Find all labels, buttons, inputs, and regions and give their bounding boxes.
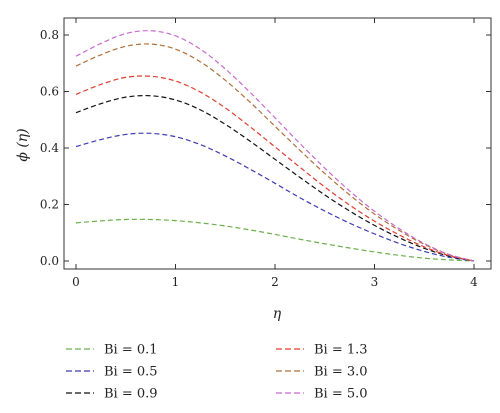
series-lines (75, 30, 475, 262)
x-tick-label: 3 (371, 275, 379, 289)
series-line-2 (75, 132, 475, 262)
series-line-6 (75, 30, 475, 262)
series-line-1 (75, 218, 475, 262)
legend-entry: Bi = 0.5 (104, 365, 158, 380)
x-tick-label: 4 (470, 275, 478, 289)
series-line-4 (75, 75, 475, 262)
y-tick-label: 0.2 (40, 198, 59, 212)
x-tick-label: 1 (172, 275, 180, 289)
y-tick-label: 0.6 (40, 85, 59, 99)
legend-entry: Bi = 1.3 (314, 343, 368, 358)
legend-entry: Bi = 3.0 (314, 365, 368, 380)
series-line-5 (75, 43, 475, 262)
legend: Bi = 0.1 Bi = 0.5 Bi = 0.9 Bi = 1.3 Bi = 3.0… (66, 343, 368, 402)
legend-entry: Bi = 5.0 (314, 387, 368, 402)
plot-frame (63, 17, 492, 270)
legend-entry: Bi = 0.9 (104, 387, 158, 402)
x-tick-label: 0 (72, 275, 80, 289)
tick-labels: 0 1 2 3 4 0.0 0.2 0.4 0.6 0.8 (40, 28, 478, 289)
y-tick-label: 0.8 (40, 28, 59, 42)
y-axis-label: ϕ (η) (15, 128, 31, 161)
tick-marks (64, 18, 491, 269)
y-tick-label: 0.0 (40, 254, 59, 268)
legend-entry: Bi = 0.1 (104, 343, 158, 358)
y-tick-label: 0.4 (40, 141, 59, 155)
x-axis-label: η (273, 306, 282, 322)
x-tick-label: 2 (271, 275, 279, 289)
series-line-3 (75, 94, 475, 262)
